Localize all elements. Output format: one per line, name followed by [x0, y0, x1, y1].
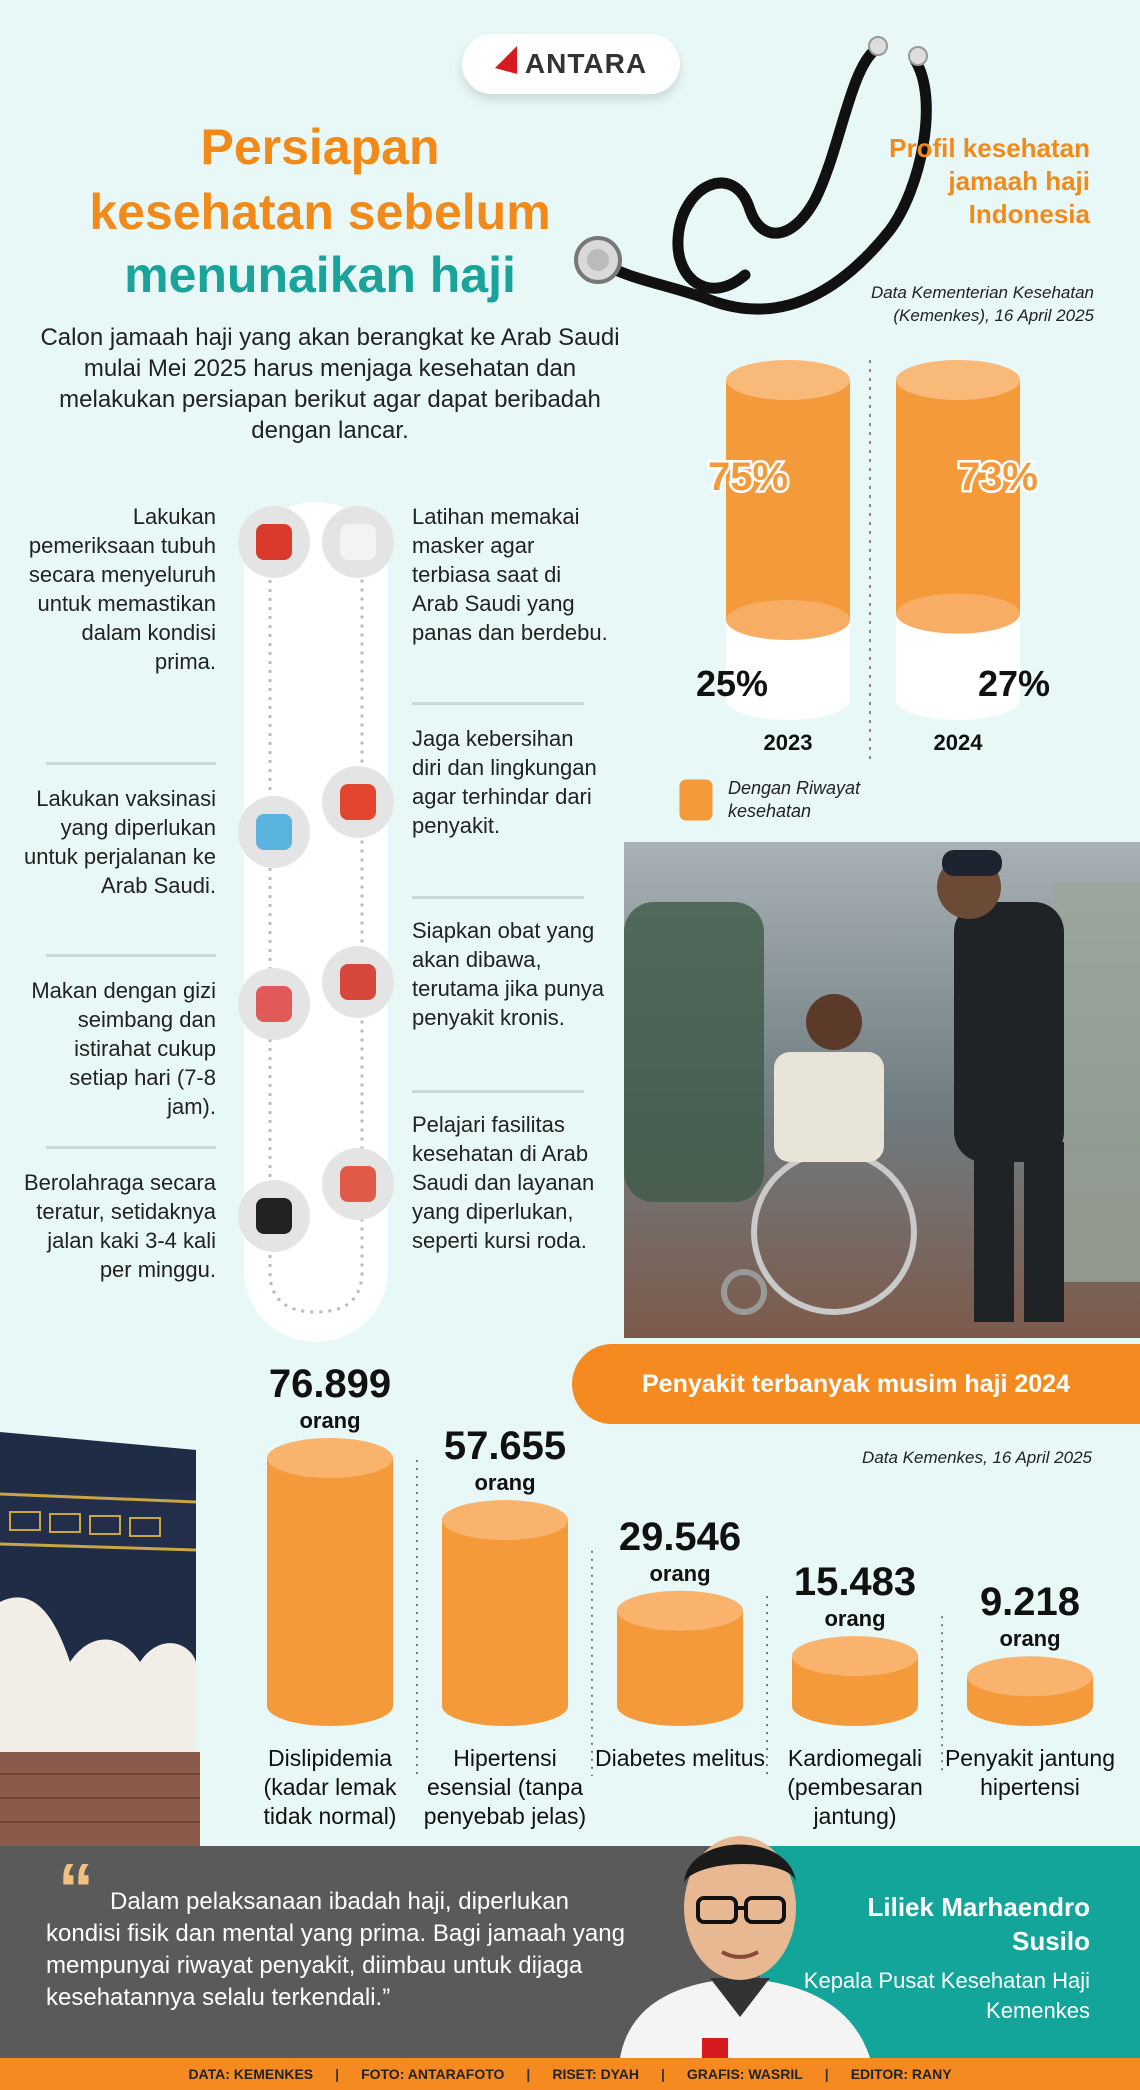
quote-content: “ [0, 1836, 1140, 2058]
disease-unit-label: orang [649, 1560, 711, 1586]
photo-wheelchair-pilgrim [624, 842, 1140, 1338]
step-left-3: Makan dengan gizi seimbang dan istirahat… [31, 978, 216, 1119]
divider [412, 702, 584, 705]
disease-category-label: Hipertensi esensial (tanpa penyebab jela… [423, 1745, 587, 1829]
profile-chart: 75% 25% 2023 73% 27% 2024 Dengan Riwayat keseh… [679, 360, 1050, 889]
kaaba-illustration [0, 1432, 200, 1846]
disease-category-label: Dislipidemia (kadar lemak tidak normal) [263, 1745, 397, 1829]
profile-bar-split [726, 600, 850, 640]
vaccine-icon [238, 796, 310, 868]
logo-text: ANTARA [524, 48, 648, 79]
disease-bar-top [967, 1656, 1093, 1697]
profile-bar-base [726, 680, 850, 720]
profile-chart-source: Data Kementerian Kesehatan (Kemenkes), 1… [870, 283, 1094, 325]
divider [46, 1146, 216, 1149]
footer-separator: | [526, 2066, 531, 2082]
speaker-role: Kepala Pusat Kesehatan Haji Kemenkes [803, 1968, 1090, 2023]
divider [46, 954, 216, 957]
footer-credit: FOTO: ANTARAFOTO [361, 2066, 505, 2082]
disease-bar-top [442, 1500, 568, 1541]
medical-kit-icon [238, 506, 310, 578]
disease-unit-label: orang [824, 1606, 886, 1632]
profile-bar-split [896, 593, 1020, 634]
dumbbell-icon [238, 1180, 310, 1252]
antara-logo-icon [494, 45, 517, 83]
title-line-2: kesehatan sebelum [89, 184, 551, 240]
disease-category-label: Penyakit jantung hipertensi [944, 1745, 1116, 1800]
step-left-1: Lakukan pemeriksaan tubuh secara menyelu… [28, 504, 216, 674]
disease-value-label: 76.899 [268, 1362, 392, 1406]
profile-category-label: 2024 [934, 730, 984, 755]
diseases-chart-banner: Penyakit terbanyak musim haji 2024 [572, 1344, 1140, 1424]
quote-body: Dalam pelaksanaan ibadah haji, diperluka… [46, 1888, 625, 2011]
profile-label-with-history: 73% [958, 455, 1038, 499]
footer-separator: | [824, 2066, 829, 2082]
speaker-portrait [620, 1836, 870, 2058]
diseases-chart [267, 1438, 1093, 1776]
disease-bar-top [267, 1438, 393, 1478]
footer-separator: | [335, 2066, 340, 2082]
footer-separator: | [660, 2066, 665, 2082]
disease-bar [442, 1520, 568, 1706]
legend-label: Dengan Riwayat kesehatan [728, 778, 861, 821]
disease-value-label: 57.655 [443, 1424, 567, 1469]
disease-bar-top [617, 1590, 743, 1631]
legend-swatch [679, 779, 713, 821]
footer-credit: DATA: KEMENKES [188, 2066, 314, 2082]
profile-bar-with-history [896, 380, 1020, 614]
profile-chart-title: Profil kesehatan jamaah haji Indonesia [889, 133, 1090, 229]
food-icon [238, 968, 310, 1040]
antara-logo[interactable]: ANTARA [462, 34, 680, 94]
mask-icon [322, 506, 394, 578]
disease-value-label: 9.218 [979, 1580, 1081, 1625]
divider [412, 1090, 584, 1093]
disease-bar-base [792, 1686, 918, 1726]
disease-unit-label: orang [474, 1470, 536, 1496]
disease-unit-label: orang [299, 1408, 361, 1433]
step-right-4: Pelajari fasilitas kesehatan di Arab Sau… [412, 1112, 595, 1253]
disease-bar [267, 1458, 393, 1706]
step-left-4: Berolahraga secara teratur, setidaknya j… [23, 1170, 216, 1282]
profile-bar-top [726, 360, 850, 400]
quote-mark-icon: “ [58, 1850, 94, 1930]
footer-credit: EDITOR: RANY [850, 2066, 952, 2082]
quote-text: Dalam pelaksanaan ibadah haji, diperluka… [46, 1886, 646, 2014]
disease-bar-base [442, 1686, 568, 1726]
divider [412, 896, 584, 899]
profile-label-without-history: 27% [978, 663, 1050, 704]
step-right-2: Jaga kebersihan diri dan lingkungan agar… [412, 726, 597, 838]
disease-bar-base [967, 1686, 1093, 1726]
profile-category-label: 2023 [764, 730, 813, 755]
stethoscope-icon [574, 36, 932, 315]
disease-category-label: Kardiomegali (pembesaran jantung) [787, 1745, 923, 1829]
footer-credit: RISET: DYAH [552, 2066, 639, 2082]
disease-bar-top [792, 1636, 918, 1677]
step-left-2: Lakukan vaksinasi yang diperlukan untuk … [23, 786, 216, 898]
hospital-icon [322, 1148, 394, 1220]
disease-unit-label: orang [999, 1626, 1061, 1652]
profile-bar-with-history [726, 380, 850, 620]
profile-bar-top [896, 360, 1020, 400]
step-right-1: Latihan memakai masker agar terbiasa saa… [412, 504, 608, 645]
footer-credit: GRAFIS: WASRIL [686, 2066, 803, 2082]
heart-apple-icon [322, 766, 394, 838]
divider [46, 762, 216, 765]
step-right-3: Siapkan obat yang akan dibawa, terutama … [412, 918, 604, 1030]
speaker-name: Liliek Marhaendro Susilo [867, 1892, 1091, 1956]
title-line-3: menunaikan haji [124, 247, 516, 303]
disease-value-label: 15.483 [793, 1560, 917, 1605]
first-aid-icon [322, 946, 394, 1018]
disease-bar-base [267, 1686, 393, 1726]
disease-value-label: 29.546 [618, 1514, 742, 1559]
profile-label-with-history: 75% [708, 455, 788, 499]
credits-footer: DATA: KEMENKES | FOTO: ANTARAFOTO | RISET: D… [0, 2058, 1140, 2090]
profile-bar-base [896, 680, 1020, 720]
disease-bar-base [617, 1686, 743, 1726]
disease-category-label: Diabetes melitus [594, 1745, 766, 1771]
diseases-chart-source: Data Kemenkes, 16 April 2025 [862, 1448, 1092, 1467]
intro-text: Calon jamaah haji yang akan berangkat ke… [40, 324, 620, 444]
title-line-1: Persiapan [200, 119, 440, 175]
profile-label-without-history: 25% [696, 663, 768, 704]
